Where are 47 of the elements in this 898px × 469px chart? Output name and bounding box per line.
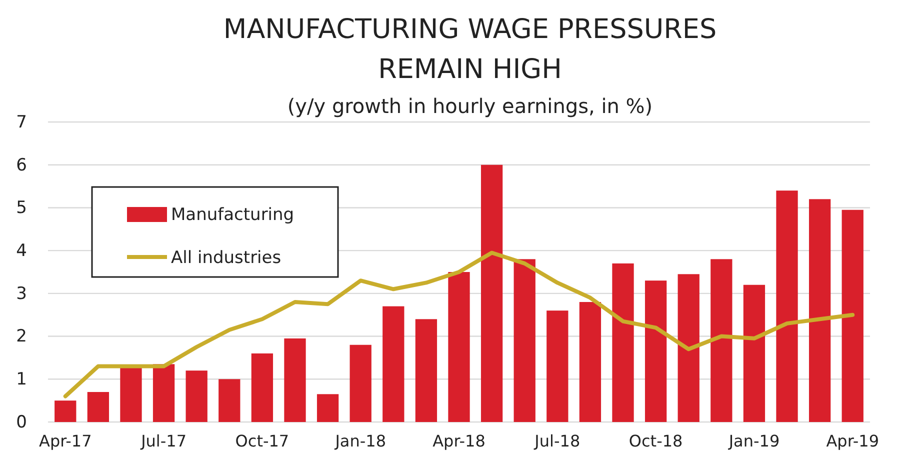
bar bbox=[678, 274, 700, 422]
bar bbox=[644, 280, 667, 422]
line-series bbox=[63, 250, 855, 398]
bar bbox=[546, 310, 568, 422]
bar bbox=[710, 259, 732, 422]
bar bbox=[350, 344, 372, 422]
chart-subtitle: (y/y growth in hourly earnings, in %) bbox=[287, 94, 653, 118]
y-tick-label: 7 bbox=[16, 112, 27, 132]
bar bbox=[251, 353, 274, 422]
bar bbox=[612, 263, 634, 422]
x-tick-label: Jul-18 bbox=[534, 431, 580, 450]
bar bbox=[120, 366, 142, 422]
y-tick-label: 4 bbox=[16, 241, 27, 262]
x-tick-label: Oct-18 bbox=[628, 431, 683, 450]
bar bbox=[842, 210, 864, 422]
bar bbox=[186, 370, 208, 422]
bar bbox=[218, 379, 240, 422]
y-tick-label: 3 bbox=[16, 284, 27, 304]
x-tick-label: Oct-17 bbox=[235, 431, 290, 450]
x-tick-label: Apr-17 bbox=[38, 431, 92, 450]
y-tick-label: 2 bbox=[16, 326, 27, 347]
x-tick-label: Jul-17 bbox=[140, 431, 187, 450]
chart-title: MANUFACTURING WAGE PRESSURES REMAIN HIGH bbox=[223, 14, 717, 85]
x-tick-label: Apr-19 bbox=[826, 431, 880, 450]
bar bbox=[284, 338, 306, 422]
bar bbox=[152, 364, 175, 422]
x-tick-label: Apr-18 bbox=[432, 431, 486, 450]
bar bbox=[415, 319, 438, 422]
bar bbox=[808, 199, 831, 422]
y-tick-label: 6 bbox=[16, 155, 27, 176]
x-tick-label: Jan-19 bbox=[728, 431, 780, 450]
bar bbox=[382, 306, 404, 422]
legend-label: All industries bbox=[171, 248, 282, 268]
bar bbox=[514, 259, 536, 422]
legend-label: Manufacturing bbox=[171, 205, 294, 225]
y-tick-label: 5 bbox=[16, 198, 27, 218]
y-tick-label: 1 bbox=[16, 370, 27, 390]
x-tick-label: Jan-18 bbox=[334, 431, 386, 450]
bar bbox=[743, 284, 766, 422]
bar bbox=[54, 400, 76, 422]
bar bbox=[776, 190, 798, 422]
bar bbox=[316, 394, 339, 422]
bar bbox=[448, 272, 470, 422]
y-tick-label: 0 bbox=[16, 412, 27, 432]
bar bbox=[87, 392, 110, 422]
bar bbox=[480, 164, 503, 422]
bar bbox=[579, 302, 602, 422]
